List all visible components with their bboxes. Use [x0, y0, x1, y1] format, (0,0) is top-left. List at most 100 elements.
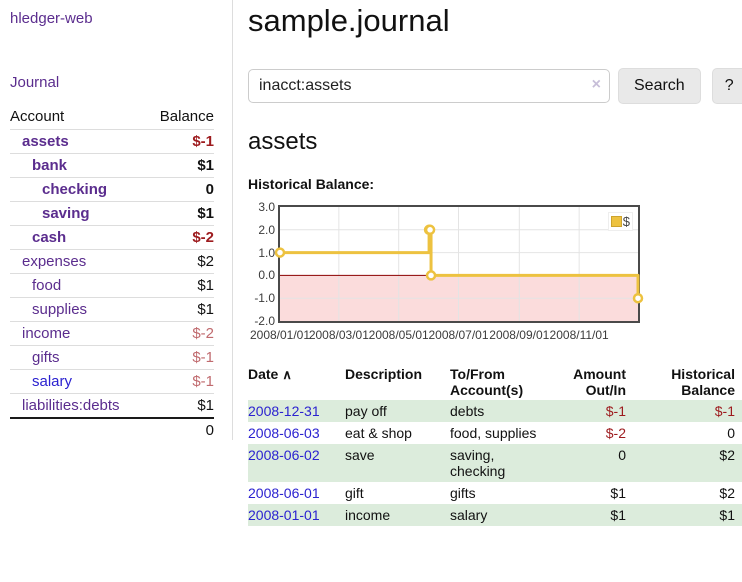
transaction-description: pay off	[345, 403, 387, 419]
account-link-income[interactable]: income	[22, 325, 71, 342]
clear-search-icon[interactable]: ×	[591, 76, 601, 93]
transaction-amount: $-2	[605, 425, 626, 441]
transaction-accounts: food, supplies	[450, 425, 537, 441]
sidebar-account-row: income $-2	[10, 321, 214, 346]
accounts-header-account: Account	[10, 108, 65, 125]
register-row: 2008-06-03 eat & shop food, supplies $-2 0	[248, 422, 742, 444]
sidebar-account-row: bank $1	[10, 153, 214, 178]
y-axis-tick-label: 1.0	[258, 245, 275, 260]
app-title-link[interactable]: hledger-web	[10, 10, 93, 27]
account-balance: $-2	[146, 321, 214, 346]
transaction-amount: 0	[618, 447, 626, 463]
register-table: Date ∧ Description To/From Account(s) Amount…	[248, 364, 742, 526]
search-bar: × Search ?	[248, 68, 742, 104]
sidebar-account-row: food $1	[10, 273, 214, 298]
register-header-historical-balance: Historical Balance	[634, 364, 742, 400]
y-axis-tick-label: 2.0	[258, 222, 275, 237]
x-axis-tick-label: 2008/11/01	[549, 328, 609, 342]
register-header-label: Date	[248, 366, 279, 382]
register-header-label: Description	[345, 366, 423, 382]
register-header-amount-out-in: Amount Out/In	[559, 364, 634, 400]
sidebar-account-row: supplies $1	[10, 297, 214, 322]
nav-journal-link[interactable]: Journal	[10, 74, 60, 91]
sidebar: hledger-web Journal Account Balance asse…	[0, 0, 233, 442]
data-point-marker	[632, 292, 644, 304]
x-axis-tick-label: 2008/01/01	[249, 328, 311, 342]
register-header-to-from-account-s-: To/From Account(s)	[450, 364, 559, 400]
account-link-assets[interactable]: assets	[22, 133, 69, 150]
main-content: sample.journal × Search ? assets Histori…	[248, 0, 742, 526]
transaction-accounts: saving, checking	[450, 447, 506, 479]
register-header-label: To/From Account(s)	[450, 366, 524, 398]
data-point-marker	[424, 224, 436, 236]
accounts-total-value: 0	[146, 417, 214, 442]
y-axis-tick-label: 0.0	[258, 268, 275, 283]
account-link-salary[interactable]: salary	[32, 373, 73, 390]
help-button[interactable]: ?	[711, 68, 742, 104]
transaction-date-link[interactable]: 2008-01-01	[248, 507, 320, 523]
data-point-marker	[274, 247, 286, 258]
sidebar-account-row: gifts $-1	[10, 345, 214, 370]
x-axis-tick-label: 2008/05/01	[368, 328, 429, 342]
account-balance: $-1	[146, 129, 214, 154]
account-balance: 0	[146, 177, 214, 202]
account-link-checking[interactable]: checking	[42, 181, 108, 198]
y-axis-tick-label: -1.0	[254, 291, 275, 306]
sidebar-account-row: expenses $2	[10, 249, 214, 274]
transaction-date-link[interactable]: 2008-06-03	[248, 425, 320, 441]
account-link-gifts[interactable]: gifts	[32, 349, 60, 366]
account-balance: $1	[146, 297, 214, 322]
account-link-expenses[interactable]: expenses	[22, 253, 87, 270]
transaction-date-link[interactable]: 2008-12-31	[248, 403, 320, 419]
sidebar-account-row: assets $-1	[10, 129, 214, 154]
legend-series-label: $	[622, 214, 630, 229]
x-axis-tick-label: 2008/07/01	[428, 328, 489, 342]
transaction-accounts: debts	[450, 403, 485, 419]
register-row: 2008-06-02 save saving, checking 0 $2	[248, 444, 742, 482]
transaction-description: save	[345, 447, 375, 463]
sidebar-account-row: salary $-1	[10, 369, 214, 394]
register-header-label: Amount Out/In	[573, 366, 626, 398]
register-header-date[interactable]: Date ∧	[248, 364, 345, 400]
transaction-amount: $1	[610, 507, 626, 523]
account-link-food[interactable]: food	[32, 277, 62, 294]
chart-plot-area[interactable]: $	[274, 205, 644, 323]
data-point-marker	[425, 270, 437, 281]
account-link-cash[interactable]: cash	[32, 229, 67, 246]
account-link-liabilities-debts[interactable]: liabilities:debts	[22, 397, 120, 414]
sidebar-account-row: liabilities:debts $1	[10, 393, 214, 418]
register-header-label: Historical Balance	[671, 366, 735, 398]
page-title: sample.journal	[248, 3, 450, 38]
historical-balance-chart[interactable]: $ 3.0 2.0 1.0 0.0 -1.0 -2.0 2008/01/01 2008/03/…	[248, 200, 678, 349]
sidebar-account-row: saving $1	[10, 201, 214, 226]
chart-title: Historical Balance:	[248, 176, 375, 192]
account-balance: $1	[146, 201, 214, 226]
search-input[interactable]	[248, 69, 610, 103]
transaction-date-link[interactable]: 2008-06-02	[248, 447, 320, 463]
account-link-supplies[interactable]: supplies	[32, 301, 88, 318]
register-row: 2008-01-01 income salary $1 $1	[248, 504, 742, 526]
transaction-amount: $-1	[605, 403, 626, 419]
register-row: 2008-06-01 gift gifts $1 $2	[248, 482, 742, 504]
transaction-accounts: gifts	[450, 485, 476, 501]
accounts-total-row: 0	[10, 417, 214, 442]
search-button[interactable]: Search	[618, 68, 701, 104]
sidebar-account-row: cash $-2	[10, 225, 214, 250]
account-link-saving[interactable]: saving	[42, 205, 90, 222]
chart-legend: $	[607, 212, 633, 231]
register-row: 2008-12-31 pay off debts $-1 $-1	[248, 400, 742, 422]
accounts-table: Account Balance assets $-1 bank $1 checking 0…	[10, 105, 214, 442]
transaction-balance: $2	[719, 485, 735, 501]
account-balance: $1	[146, 273, 214, 298]
transaction-date-link[interactable]: 2008-06-01	[248, 485, 320, 501]
transaction-balance: $-1	[714, 403, 735, 419]
legend-series-swatch-icon	[610, 216, 622, 227]
transaction-amount: $1	[610, 485, 626, 501]
account-balance: $-1	[146, 369, 214, 394]
account-balance: $-1	[146, 345, 214, 370]
accounts-header-balance: Balance	[159, 108, 214, 125]
transaction-description: income	[345, 507, 391, 523]
transaction-balance: $2	[719, 447, 735, 463]
account-link-bank[interactable]: bank	[32, 157, 68, 174]
sort-ascending-icon[interactable]: ∧	[282, 367, 292, 382]
